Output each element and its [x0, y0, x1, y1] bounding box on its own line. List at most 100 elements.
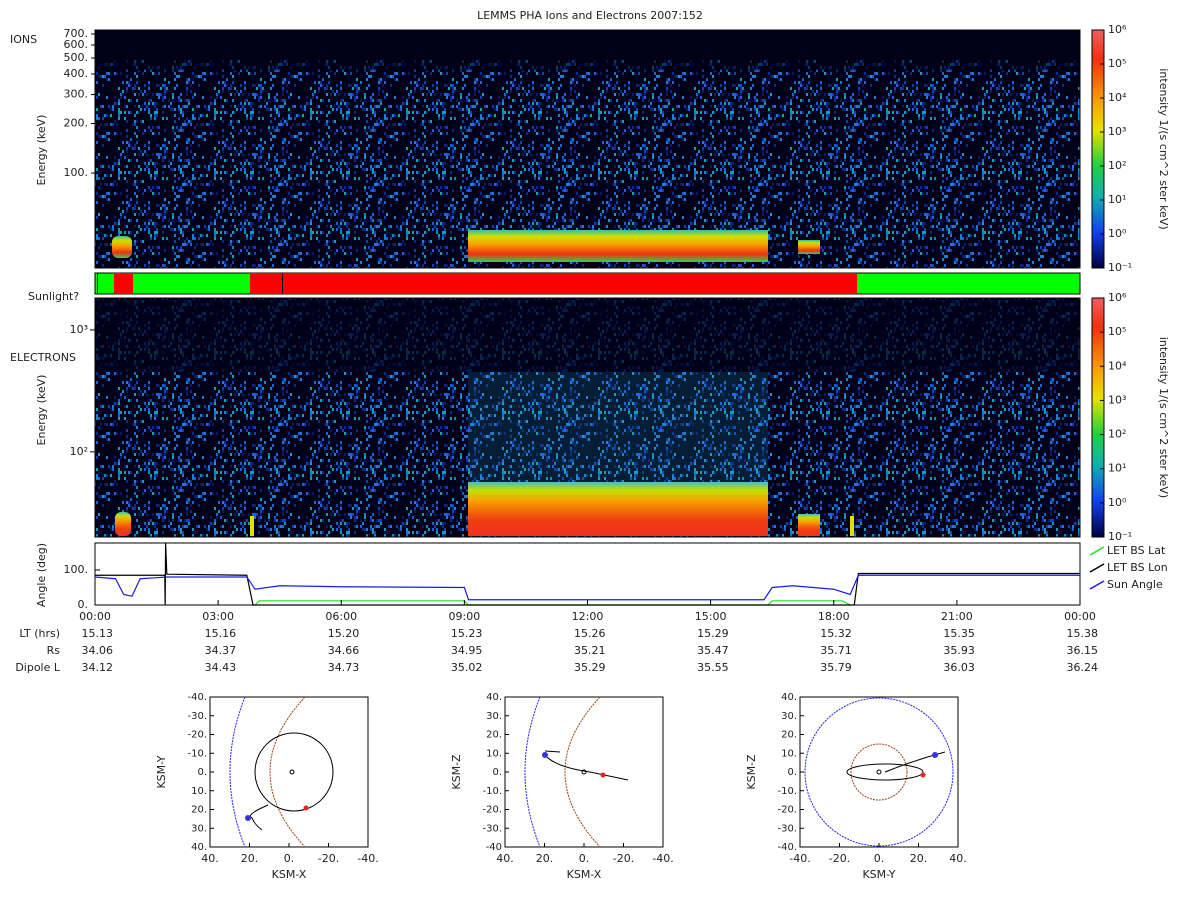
ion-frame — [94, 29, 1081, 269]
electron-frame — [94, 297, 1081, 538]
trajectory — [544, 750, 629, 781]
orbit-drawing — [229, 696, 334, 848]
colorbar-tick-label: 10³ — [1108, 393, 1126, 406]
y-axis-label: Angle (deg) — [35, 543, 48, 607]
colorbar-tick-label: 10² — [1108, 428, 1126, 441]
y-tick-label: 400. — [64, 67, 89, 80]
ephemeris-value: 15.26 — [574, 627, 606, 640]
orbit-y-tick-label: 20. — [191, 805, 207, 816]
panel-label: Sunlight? — [28, 290, 79, 303]
orbit-y-tick-label: -40. — [777, 842, 797, 853]
ion-band — [468, 230, 768, 262]
legend-label: LET BS Lon — [1107, 561, 1168, 574]
bow-shock — [564, 696, 601, 848]
ephemeris-value: 36.03 — [943, 661, 975, 674]
orbit-y-tick-label: -40. — [187, 692, 207, 703]
position — [920, 772, 926, 778]
ephemeris-value: 15.29 — [697, 627, 729, 640]
orbit-y-tick-label: 40. — [781, 692, 797, 703]
saturn — [876, 769, 882, 775]
orbit-y-tick-label: -30. — [482, 823, 502, 834]
legend-label: LET BS Lat — [1107, 544, 1166, 557]
orbit-x-tick-label: -20. — [318, 852, 339, 865]
x-tick-label: 03:00 — [202, 610, 234, 623]
ephemeris-value: 34.66 — [328, 644, 360, 657]
orbit-y-tick-label: 20. — [486, 730, 502, 741]
colorbar — [1091, 29, 1105, 269]
orbit-y-tick-label: -20. — [482, 805, 502, 816]
orbit-x-tick-label: -40. — [357, 852, 378, 865]
orbit-x-tick-label: 20. — [536, 852, 554, 865]
electron-haze — [468, 372, 768, 482]
ephemeris-value: 34.73 — [328, 661, 360, 674]
orbit-y-tick-label: -10. — [187, 748, 207, 759]
orbit-y-tick-label: -20. — [777, 805, 797, 816]
panel-label: IONS — [10, 33, 37, 46]
ephemeris-value: 36.15 — [1067, 644, 1099, 657]
ephemeris-label: Rs — [47, 644, 61, 657]
ephemeris-value: 15.38 — [1067, 627, 1099, 640]
colorbar-tick-label: 10⁰ — [1108, 496, 1127, 509]
ephemeris-value: 34.12 — [82, 661, 114, 674]
colorbar-label: intensity 1/(s cm^2 ster keV) — [1157, 337, 1170, 498]
y-tick-label: 700. — [64, 27, 89, 40]
title: LEMMS PHA Ions and Electrons 2007:152 — [477, 9, 703, 22]
panel-label: ELECTRONS — [10, 351, 76, 364]
trajectory — [884, 751, 946, 773]
y-tick-label: 600. — [64, 38, 89, 51]
y-axis-label: KSM-Z — [450, 754, 463, 790]
magnetopause — [804, 697, 954, 847]
saturn — [581, 769, 587, 775]
ephemeris-value: 15.32 — [820, 627, 852, 640]
orbit-x-label: KSM-Y — [862, 868, 895, 881]
y-axis-label: KSM-Y — [155, 755, 168, 788]
orbit-y-tick-label: 10. — [781, 748, 797, 759]
orbit-x-tick-label: -40. — [652, 852, 673, 865]
ephemeris-value: 35.47 — [697, 644, 729, 657]
y-tick-label: 10² — [70, 445, 88, 458]
y-tick-label: 100. — [64, 563, 89, 576]
ephemeris-value: 34.95 — [451, 644, 483, 657]
orbit-y-tick-label: 0. — [492, 767, 502, 778]
colorbar-tick-label: 10² — [1108, 159, 1126, 172]
orbit-y-tick-label: -30. — [777, 823, 797, 834]
orbit-y-tick-label: 30. — [781, 711, 797, 722]
colorbar-tick-label: 10⁶ — [1108, 23, 1127, 36]
x-tick-label: 06:00 — [325, 610, 357, 623]
orbit-y-tick-label: 10. — [486, 748, 502, 759]
orbit-frame — [209, 696, 369, 848]
orbit-y-tick-label: -40 — [486, 842, 502, 853]
x-tick-label: 18:00 — [818, 610, 850, 623]
ephemeris-value: 35.29 — [574, 661, 606, 674]
ion-noise-fade — [95, 30, 1080, 70]
legend-swatch — [1089, 580, 1105, 590]
magnetopause — [524, 696, 541, 848]
x-tick-label: 09:00 — [449, 610, 481, 623]
ephemeris-value: 15.23 — [451, 627, 483, 640]
colorbar-tick-label: 10⁵ — [1108, 57, 1126, 70]
orbit-y-tick-label: 40. — [486, 692, 502, 703]
orbit-y-tick-label: -10. — [482, 786, 502, 797]
orbit-path — [254, 732, 334, 812]
orbit-drawing — [524, 696, 629, 848]
colorbar-tick-label: 10⁵ — [1108, 325, 1126, 338]
trajectory — [249, 804, 269, 831]
y-tick-label: 0. — [78, 598, 89, 611]
orbit-x-tick-label: 40. — [949, 852, 967, 865]
bow-shock — [850, 743, 908, 801]
colorbar — [1091, 297, 1105, 538]
y-axis-label: Energy (keV) — [35, 375, 48, 446]
electron-noise-top — [95, 298, 1080, 372]
colorbar-tick-label: 10¹ — [1108, 193, 1126, 206]
colorbar-tick-label: 10⁴ — [1108, 359, 1127, 372]
ephemeris-value: 15.35 — [943, 627, 975, 640]
ephemeris-label: LT (hrs) — [19, 627, 60, 640]
colorbar-tick-label: 10⁻¹ — [1108, 261, 1132, 274]
orbit-x-tick-label: 40. — [201, 852, 219, 865]
colorbar-tick-label: 10⁰ — [1108, 227, 1127, 240]
ion-blob — [798, 240, 820, 254]
y-tick-label: 300. — [64, 88, 89, 101]
saturn — [289, 769, 295, 775]
